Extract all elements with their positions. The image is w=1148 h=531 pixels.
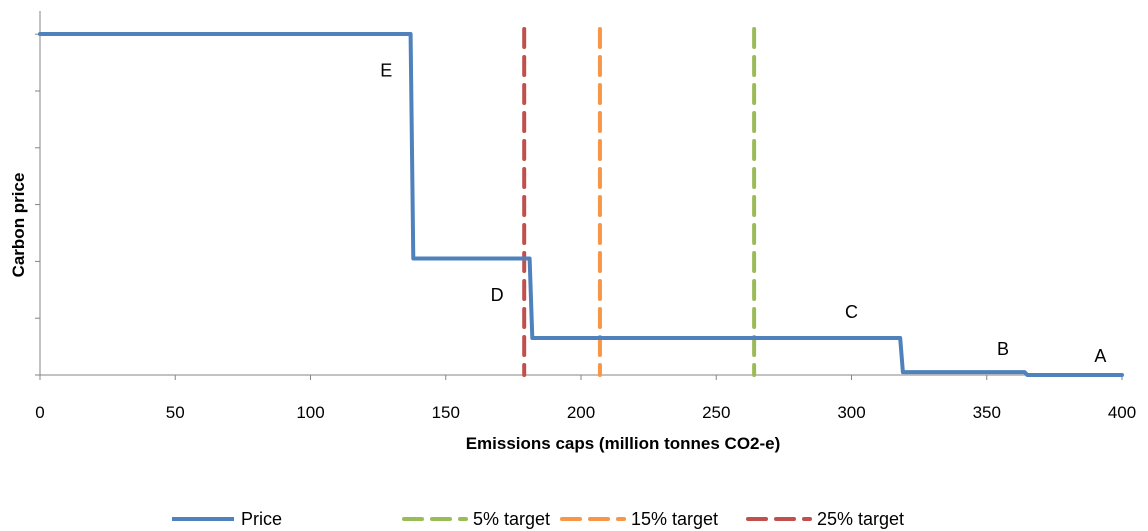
x-tick-label: 50 — [166, 403, 185, 422]
point-label-e: E — [380, 61, 392, 81]
price-series-line — [38, 32, 1124, 377]
price-line — [38, 32, 1124, 377]
x-tick-label: 200 — [567, 403, 595, 422]
target-lines — [522, 27, 757, 377]
x-tick-label: 250 — [702, 403, 730, 422]
y-axis-title: Carbon price — [9, 173, 28, 278]
point-labels: E D C B A — [380, 61, 1106, 367]
point-label-a: A — [1094, 346, 1106, 366]
x-tick-label: 400 — [1108, 403, 1136, 422]
point-label-b: B — [997, 339, 1009, 359]
x-tick-label: 150 — [432, 403, 460, 422]
x-tick-labels: 0 50 100 150 200 250 300 350 400 — [35, 403, 1136, 422]
legend-label-price: Price — [241, 509, 282, 529]
legend-label-15-target: 15% target — [631, 509, 718, 529]
x-tick-label: 350 — [973, 403, 1001, 422]
legend: Price 5% target 15% target 25% target — [172, 509, 904, 529]
x-axis-title: Emissions caps (million tonnes CO2-e) — [466, 434, 781, 453]
legend-label-25-target: 25% target — [817, 509, 904, 529]
x-tick-label: 0 — [35, 403, 44, 422]
legend-label-5-target: 5% target — [473, 509, 550, 529]
point-label-d: D — [491, 285, 504, 305]
x-tick-label: 300 — [837, 403, 865, 422]
point-label-c: C — [845, 302, 858, 322]
axes — [35, 11, 1123, 380]
x-tick-label: 100 — [296, 403, 324, 422]
